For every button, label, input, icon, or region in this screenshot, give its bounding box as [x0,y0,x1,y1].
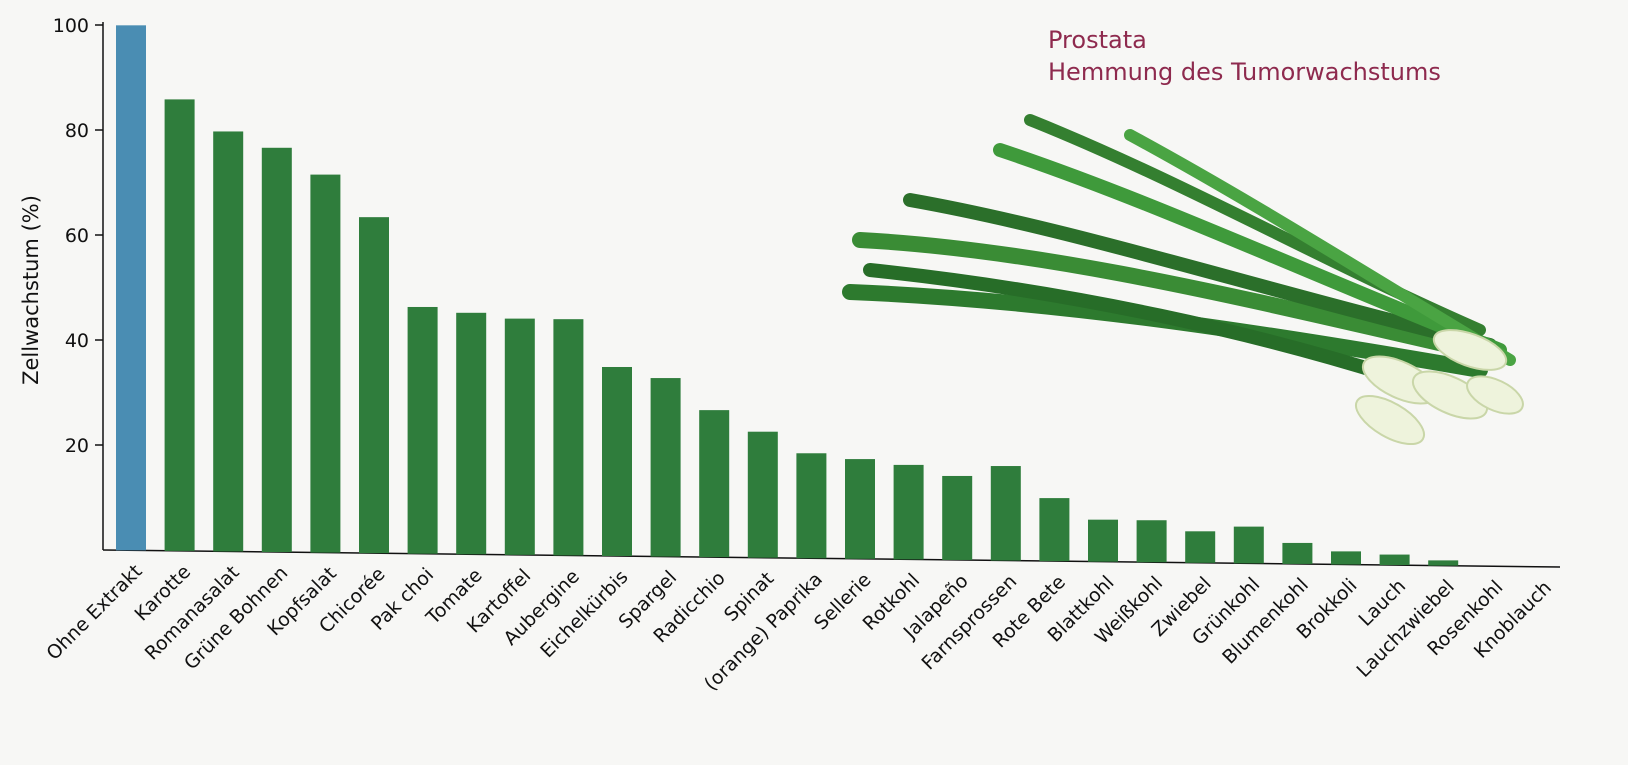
x-axis [102,549,1561,568]
y-tick-label: 80 [65,120,89,142]
y-tick-label: 100 [53,15,89,37]
bar [990,466,1021,561]
bar [845,459,875,559]
y-axis-label: Zellwachstum (%) [19,195,43,385]
chart-title: Prostata [1048,26,1147,54]
onion-image [842,114,1524,446]
bar [310,174,341,553]
bar [1282,542,1313,564]
bar [116,25,146,551]
bar [942,475,973,560]
bar [504,318,535,555]
bar [456,312,487,555]
bar [1428,560,1459,566]
bar [893,464,924,560]
bar [1088,519,1118,562]
bar [650,378,681,557]
y-tick-label: 40 [65,330,89,352]
bar [796,453,827,559]
bar [602,366,632,556]
bar [213,131,244,552]
bar [1136,520,1167,563]
bar [1233,526,1264,564]
bar [1185,531,1216,563]
x-tick-label: Ohne Extrakt [42,560,146,664]
bar [261,147,292,553]
bar [747,431,778,558]
bar [407,306,438,554]
bar [164,99,195,551]
bar [699,410,730,558]
bar [1379,554,1410,566]
y-tick-label: 20 [65,435,89,457]
bar [553,319,584,556]
chart-subtitle: Hemmung des Tumorwachstums [1048,58,1441,86]
bar [1039,498,1070,562]
bar [359,217,389,554]
bar [1331,551,1361,565]
y-tick-label: 60 [65,225,89,247]
